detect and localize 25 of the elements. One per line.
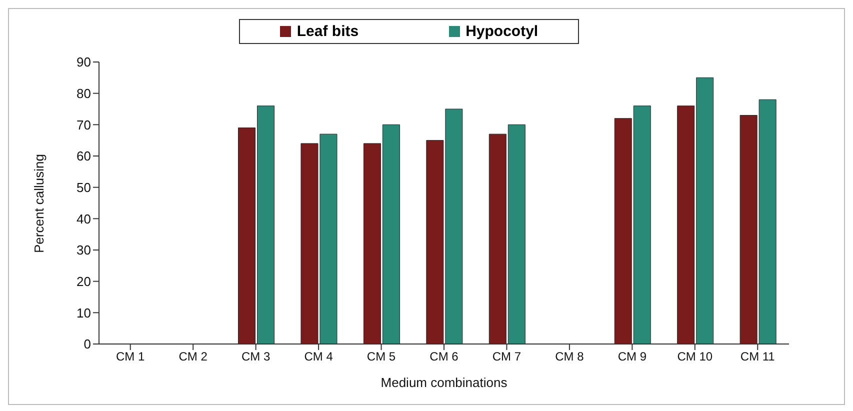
- legend-label: Hypocotyl: [464, 23, 538, 40]
- y-tick-label: 20: [76, 274, 91, 289]
- y-tick-label: 80: [76, 86, 91, 101]
- y-tick-label: 40: [76, 211, 91, 226]
- x-tick-label: CM 5: [366, 350, 396, 364]
- x-tick-label: CM 4: [304, 350, 334, 364]
- x-tick-label: CM 7: [492, 350, 522, 364]
- y-tick-label: 90: [76, 54, 91, 70]
- x-tick-label: CM 3: [241, 350, 270, 364]
- x-tick-label: CM 6: [430, 350, 459, 364]
- legend-label: Leaf bits: [296, 23, 359, 40]
- x-tick-label: CM 9: [618, 350, 647, 364]
- y-tick-label: 60: [76, 148, 91, 164]
- y-tick-label: 50: [76, 180, 91, 195]
- y-axis-title: Percent callusing: [32, 154, 47, 253]
- y-tick-label: 10: [76, 305, 91, 320]
- x-tick-label: CM 8: [555, 350, 584, 364]
- x-axis-title: Medium combinations: [380, 375, 508, 390]
- x-tick-label: CM 10: [677, 350, 713, 364]
- x-tick-label: CM 1: [116, 350, 146, 364]
- y-tick-label: 0: [84, 336, 91, 352]
- y-tick-label: 70: [76, 117, 91, 132]
- y-tick-label: 30: [76, 242, 91, 258]
- x-tick-label: CM 2: [178, 350, 208, 364]
- x-tick-label: CM 11: [740, 350, 776, 364]
